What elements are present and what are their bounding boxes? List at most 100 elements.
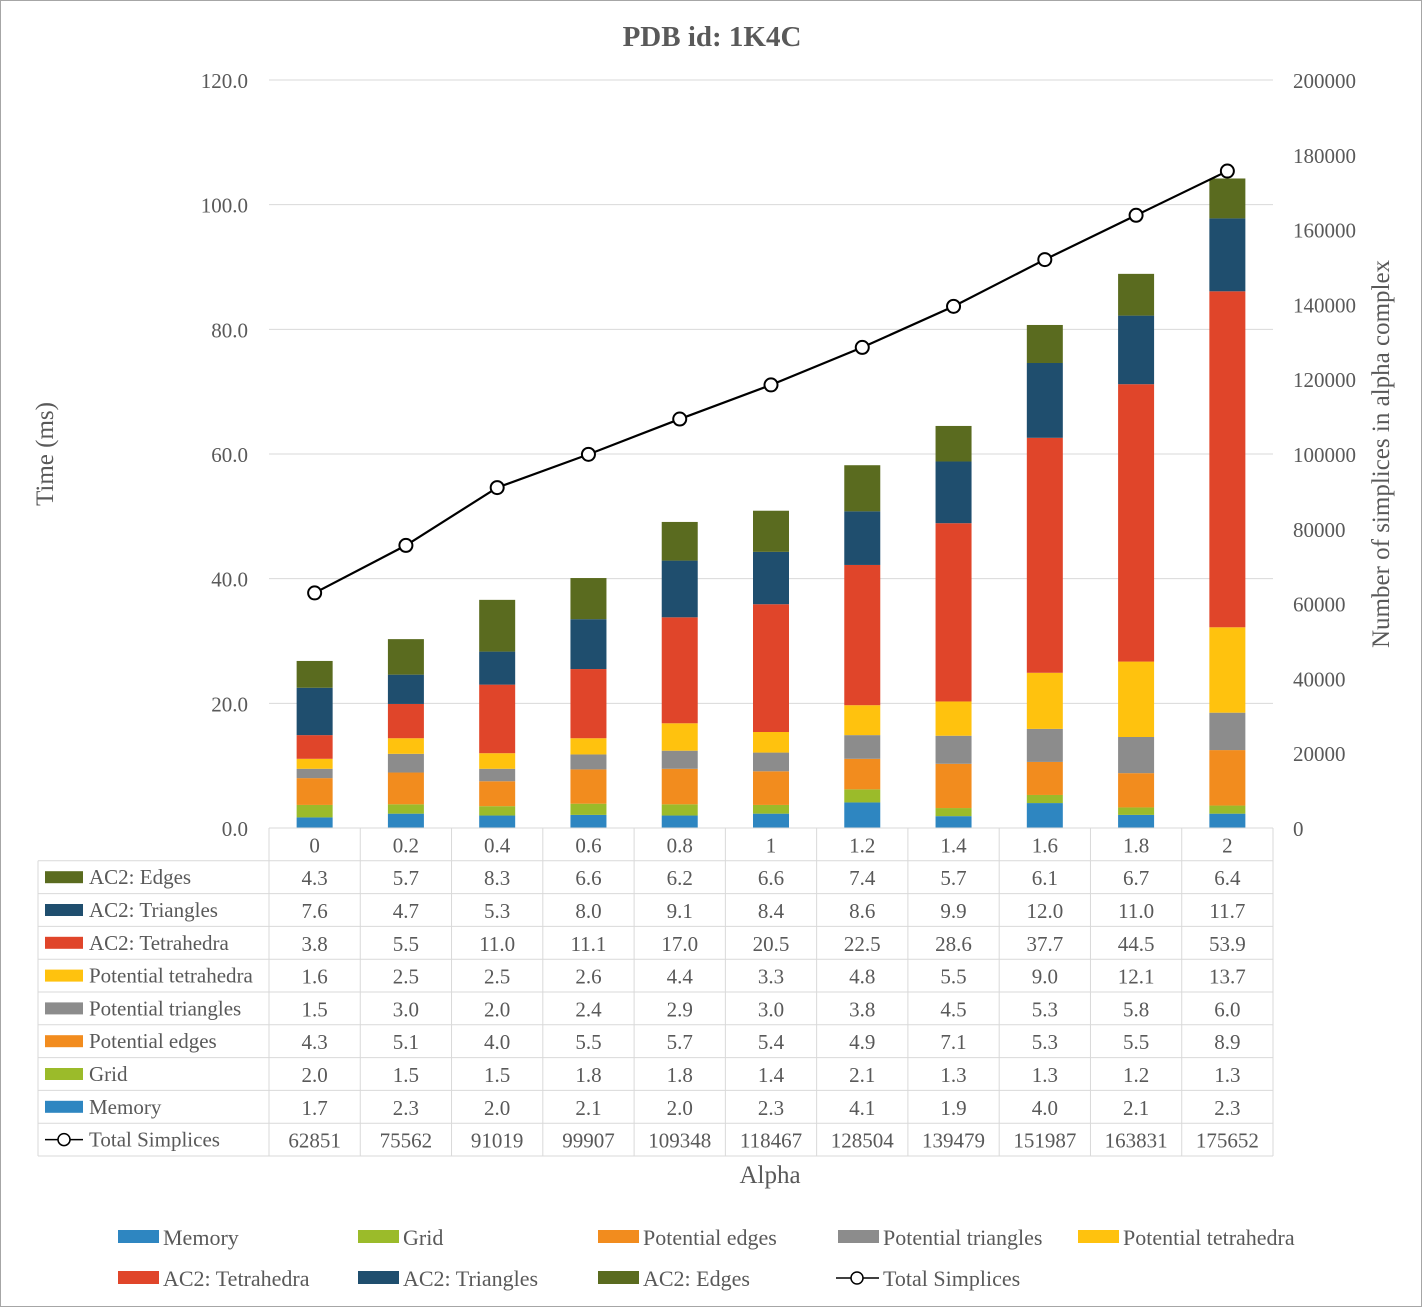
- bar-segment: [1026, 794, 1063, 804]
- table-cell: 5.5: [575, 1030, 601, 1054]
- bar-segment: [479, 599, 516, 652]
- table-cell: 4.0: [484, 1030, 510, 1054]
- bar-segment: [387, 703, 424, 739]
- table-cell: 17.0: [661, 932, 698, 956]
- table-cell: 9.1: [667, 899, 693, 923]
- table-row-label: AC2: Triangles: [89, 898, 218, 922]
- table-cell: 12.0: [1026, 899, 1063, 923]
- line-point: [1219, 163, 1235, 179]
- x-tick-label: 1: [766, 833, 777, 857]
- table-cell: 4.3: [302, 1030, 328, 1054]
- table-cell: 2.3: [393, 1096, 419, 1120]
- bar-segment: [935, 425, 972, 462]
- y2-tick-label: 20000: [1293, 742, 1346, 766]
- total-simplices-line: [307, 163, 1235, 601]
- bar-segment: [479, 753, 516, 769]
- legend-swatch: [118, 1271, 159, 1284]
- bar-segment: [1118, 315, 1155, 385]
- table-cell: 4.0: [1032, 1096, 1058, 1120]
- x-tick-label: 2: [1222, 833, 1233, 857]
- bar-segment: [296, 735, 333, 759]
- bar-segment: [387, 804, 424, 814]
- bar-segment: [753, 510, 789, 552]
- bar-segment: [479, 806, 516, 816]
- table-cell: 175652: [1196, 1129, 1259, 1153]
- table-legend-key: [45, 1002, 83, 1015]
- bar-segment: [570, 738, 607, 755]
- y2-tick-label: 180000: [1293, 144, 1356, 168]
- table-cell: 11.1: [570, 932, 606, 956]
- bar-segment: [570, 803, 607, 815]
- y2-tick-label: 60000: [1293, 593, 1346, 617]
- bar-segment: [387, 738, 424, 754]
- table-cell: 62851: [288, 1129, 341, 1153]
- table-cell: 37.7: [1026, 932, 1063, 956]
- y-tick-label: 0.0: [222, 817, 248, 841]
- table-cell: 5.8: [1123, 997, 1149, 1021]
- table-cell: 2.6: [575, 965, 601, 989]
- table-legend-key: [45, 1035, 83, 1048]
- legend-swatch: [358, 1271, 399, 1284]
- bar-segment: [479, 651, 516, 685]
- bar-segment: [1209, 712, 1246, 751]
- table-cell: 8.0: [575, 899, 601, 923]
- table-cell: 1.8: [667, 1063, 693, 1087]
- table-cell: 109348: [648, 1129, 711, 1153]
- bar-segment: [1209, 813, 1246, 828]
- bar-segment: [661, 815, 698, 828]
- table-cell: 2.4: [575, 997, 602, 1021]
- table-cell: 6.4: [1214, 866, 1241, 890]
- line-point: [672, 411, 688, 427]
- y2-tick-label: 0: [1293, 817, 1304, 841]
- line-point: [489, 480, 505, 496]
- bar-segment: [1209, 805, 1246, 814]
- table-cell: 7.4: [849, 866, 876, 890]
- bar-segment: [387, 813, 424, 828]
- table-cell: 1.3: [940, 1063, 966, 1087]
- x-tick-label: 0: [309, 833, 320, 857]
- table-cell: 7.1: [940, 1030, 966, 1054]
- bar-segment: [844, 758, 881, 790]
- x-tick-label: 1.4: [940, 833, 967, 857]
- x-tick-label: 1.2: [849, 833, 875, 857]
- bar-segment: [1026, 437, 1063, 673]
- table-cell: 5.3: [484, 899, 510, 923]
- table-cell: 12.1: [1118, 965, 1155, 989]
- y2-tick-label: 100000: [1293, 443, 1356, 467]
- bar-segment: [753, 732, 789, 753]
- bar-segment: [753, 752, 789, 772]
- bar-segment: [935, 735, 972, 764]
- bar-segment: [1118, 273, 1155, 316]
- bar-segment: [296, 778, 333, 805]
- table-cell: 4.7: [393, 899, 419, 923]
- line-point: [763, 377, 779, 393]
- bar-segment: [1118, 661, 1155, 737]
- table-cell: 3.0: [758, 997, 784, 1021]
- x-tick-label: 1.8: [1123, 833, 1149, 857]
- table-cell: 2.1: [575, 1096, 601, 1120]
- bar-segment: [844, 511, 881, 565]
- y-tick-label: 80.0: [211, 318, 248, 342]
- bar-segment: [1209, 218, 1246, 292]
- data-table: 0 0.2 0.4 0.6 0.8 1 1.2 1.4 1.6 1.8 2 AC2: Edges 4.3…: [37, 827, 1274, 1157]
- bar-segment: [387, 772, 424, 805]
- legend-swatch: [838, 1230, 879, 1243]
- table-cell: 1.4: [758, 1063, 785, 1087]
- bar-segment: [296, 687, 333, 736]
- table-cell: 1.3: [1214, 1063, 1240, 1087]
- bar-segment: [753, 813, 789, 828]
- bar-segment: [1209, 291, 1246, 628]
- table-cell: 4.9: [849, 1030, 875, 1054]
- table-cell: 2.0: [302, 1063, 328, 1087]
- bar-segment: [844, 802, 881, 828]
- table-cell: 75562: [380, 1129, 433, 1153]
- legend-label: AC2: Tetrahedra: [163, 1266, 310, 1291]
- legend-label: Memory: [163, 1225, 239, 1250]
- bar-segment: [753, 804, 789, 814]
- bar-segment: [1118, 814, 1155, 828]
- legend-label: AC2: Triangles: [403, 1266, 538, 1291]
- x-tick-label: 0.2: [393, 833, 419, 857]
- bar-segment: [1118, 736, 1155, 774]
- secondary-y-axis-title: Number of simplices in alpha complex: [1368, 259, 1395, 648]
